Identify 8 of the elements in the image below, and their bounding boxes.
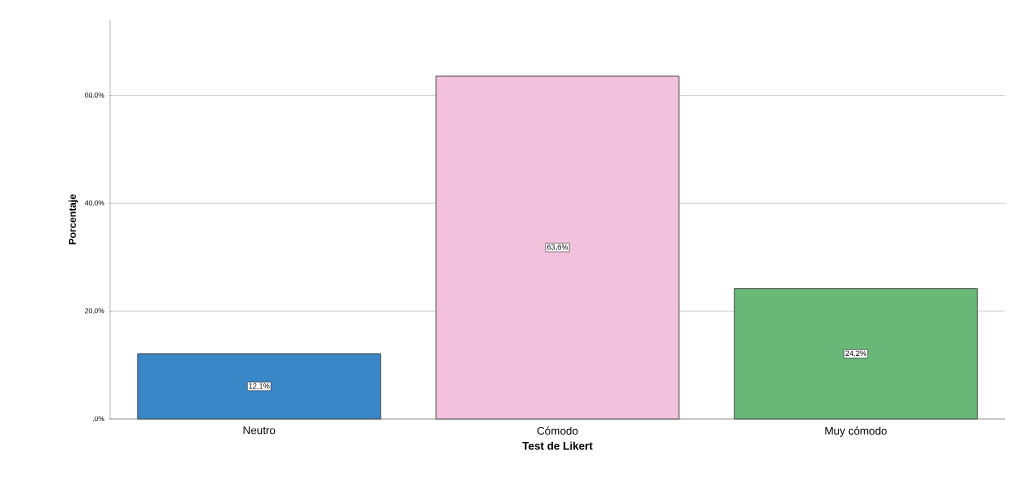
bar: [137, 353, 382, 420]
y-axis-title: Porcentaje: [68, 194, 78, 245]
x-tick-label: Neutro: [243, 426, 276, 435]
bar: [733, 288, 978, 420]
x-axis-title: Test de Likert: [522, 441, 593, 450]
x-tick-label: Cómodo: [537, 426, 578, 435]
bar: [435, 75, 680, 420]
x-tick-label: Muy cómodo: [825, 426, 887, 437]
